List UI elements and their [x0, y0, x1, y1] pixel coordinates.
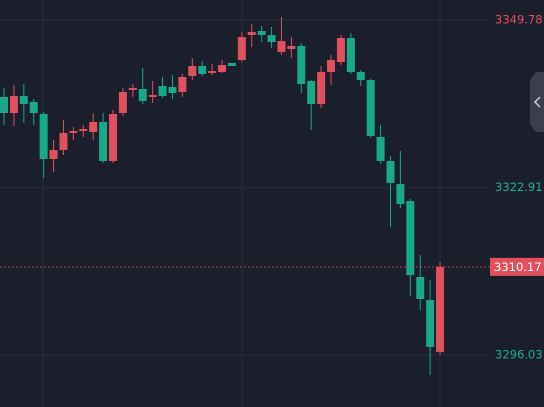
- candle-body: [356, 71, 365, 81]
- candle-body: [406, 201, 415, 275]
- candle-body: [19, 95, 28, 105]
- candle-body: [287, 45, 296, 49]
- candle-body: [257, 30, 266, 36]
- candle-body: [426, 299, 435, 347]
- candle-body: [89, 121, 98, 133]
- candle-body: [188, 66, 197, 76]
- candle-body: [237, 37, 246, 61]
- candle-body: [307, 81, 316, 105]
- candle-body: [118, 91, 127, 114]
- y-tick-label: 3322.91: [495, 180, 543, 194]
- candle-body: [9, 95, 18, 114]
- candle-body: [327, 60, 336, 72]
- collapse-tab[interactable]: [530, 72, 544, 132]
- candle-body: [99, 121, 108, 161]
- candle-body: [218, 65, 227, 72]
- collapse-arrow[interactable]: [533, 96, 541, 108]
- candle-body: [436, 266, 445, 352]
- candle-body: [109, 113, 118, 161]
- y-axis: 3349.78 3322.91 3296.03 3310.17: [0, 13, 544, 362]
- candle-body: [148, 94, 157, 97]
- last-price-box: [490, 257, 544, 276]
- candle-body: [49, 150, 58, 159]
- candle-body: [416, 276, 425, 299]
- y-tick-label: 3296.03: [495, 348, 543, 362]
- candle-body: [128, 88, 137, 91]
- candle-body: [336, 38, 345, 63]
- candles: [0, 17, 445, 375]
- candle-body: [29, 102, 38, 114]
- candle-body: [396, 183, 405, 204]
- candle-body: [317, 71, 326, 105]
- candle-body: [59, 133, 68, 151]
- candle-body: [138, 89, 147, 101]
- candle-body: [277, 41, 286, 52]
- candle-body: [198, 66, 207, 74]
- candle-body: [346, 38, 355, 72]
- candle-body: [208, 70, 217, 73]
- candle-body: [376, 136, 385, 161]
- candle-body: [168, 87, 177, 93]
- candle-body: [158, 86, 167, 96]
- grid: [0, 19, 490, 356]
- candle-body: [267, 35, 276, 43]
- candle-body: [0, 96, 8, 114]
- candle-body: [297, 45, 306, 85]
- candle-body: [227, 63, 236, 67]
- last-price-label: 3310.17: [494, 260, 542, 274]
- candle-body: [79, 129, 88, 132]
- candle-body: [247, 32, 256, 36]
- candle-body: [69, 131, 78, 134]
- candle-body: [366, 80, 375, 136]
- candle-body: [386, 160, 395, 183]
- collapse-tab-shape[interactable]: [530, 72, 544, 132]
- candle-body: [178, 76, 187, 92]
- candle-body: [39, 113, 48, 159]
- y-tick-label: 3349.78: [495, 13, 543, 27]
